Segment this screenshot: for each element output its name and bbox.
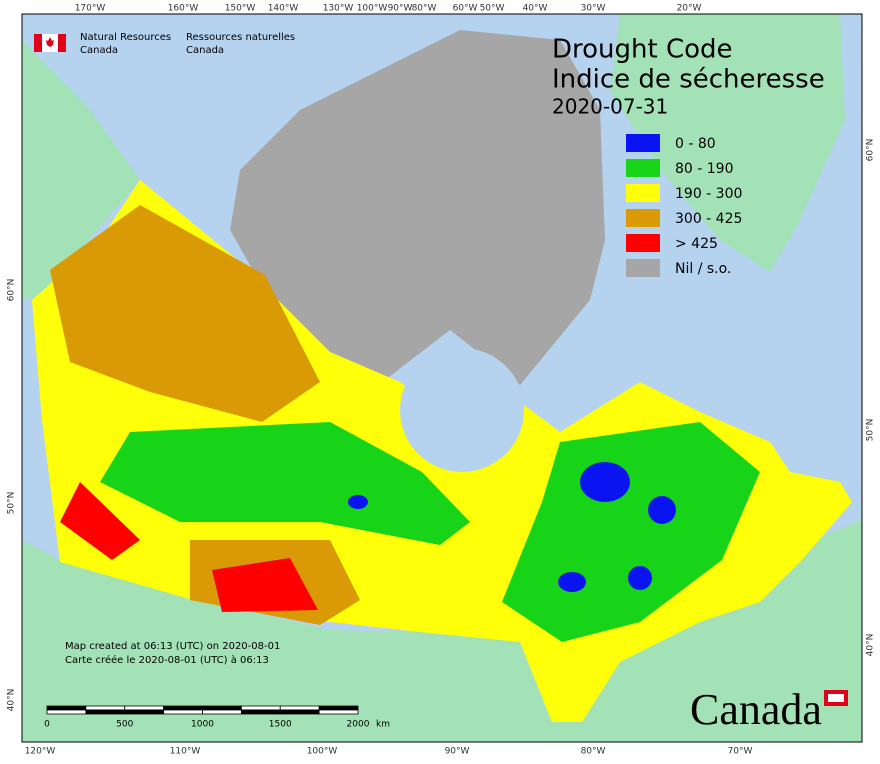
flag-band [34,34,42,52]
legend-label: 0 - 80 [675,136,716,152]
map-frame [21,13,863,743]
greenland-land [610,14,845,272]
org-fr: Canada [186,45,224,56]
longitude-label: 20°W [677,4,702,14]
legend-swatch [626,234,660,252]
flag-band [58,34,66,52]
note: Map created at 06:13 (UTC) on 2020-08-01 [65,641,280,652]
wordmark-flag [824,690,848,706]
latitude-label: 60°N [7,279,17,302]
hudson-bay [400,348,524,472]
latitude-label: 60°N [866,139,876,162]
scale-segment [240,705,281,711]
scale-label: 2000 [347,720,370,730]
scale-bar: 0 500 1000 1500 2000 km [44,705,390,730]
blue-zone [628,566,652,590]
scale-segment [240,709,281,715]
longitude-label: 30°W [581,4,606,14]
longitude-label: 150°W [225,4,256,14]
scale-segment [202,709,242,715]
longitude-label: 90°W [388,4,413,14]
legend-label: > 425 [675,236,718,252]
title: Indice de sécheresse [552,65,825,95]
blue-zone [558,572,586,592]
legend-label: 190 - 300 [675,186,742,202]
scale-segment [163,705,203,711]
scale-label: 500 [116,720,133,730]
scale-label: 0 [44,720,50,730]
agency-header: Natural Resources Canada Ressources natu… [34,32,295,56]
longitude-label: 40°W [523,4,548,14]
longitude-label: 170°W [75,4,106,14]
org-en: Natural Resources [80,32,171,43]
scale-segment [124,709,165,715]
alaska-land [22,40,140,300]
scale-unit: km [376,720,390,730]
scale-segment [318,705,359,711]
legend: 0 - 80 80 - 190 190 - 300 300 - 425 > 425 Nil… [626,134,742,277]
usa-land [22,520,862,742]
scale-segment [318,709,359,715]
latitude-label: 40°N [7,689,17,712]
longitude-label: 70°W [728,747,753,757]
longitude-label: 60°W [453,4,478,14]
map-body [21,13,863,743]
legend-swatch [626,259,660,277]
longitude-label: 80°W [412,4,437,14]
latitude-label: 40°N [866,634,876,657]
blue-zone [648,496,676,524]
scale-segment [85,709,126,715]
org-fr: Ressources naturelles [186,32,295,43]
legend-swatch [626,159,660,177]
scale-label: 1500 [269,720,292,730]
latitude-label: 50°N [7,492,17,515]
scale-segment [202,705,242,711]
legend-swatch [626,184,660,202]
longitude-label: 140°W [268,4,299,14]
legend-label: 80 - 190 [675,161,734,177]
longitude-label: 100°W [307,747,338,757]
red-zone-sask [212,558,318,612]
orange-zone-west [50,205,320,422]
note: Carte créée le 2020-08-01 (UTC) à 06:13 [65,654,269,666]
blue-zone [348,495,368,509]
longitude-label: 50°W [480,4,505,14]
legend-label: 300 - 425 [675,211,742,227]
scale-label: 1000 [191,720,214,730]
legend-label: Nil / s.o. [675,261,731,277]
longitude-label: 80°W [581,747,606,757]
wordmark: Canada [690,685,822,734]
scale-segment [124,705,165,711]
legend-swatch [626,209,660,227]
title: Drought Code [552,35,733,65]
latitude-label: 50°N [866,419,876,442]
blue-zone [580,462,630,502]
org-en: Canada [80,45,118,56]
scale-segment [46,705,87,711]
date: 2020-07-31 [552,95,668,119]
scale-segment [85,705,126,711]
scale-segment [46,709,87,715]
red-zone-bc [60,482,140,560]
green-zone-prairies [100,422,470,545]
longitude-label: 160°W [168,4,199,14]
scale-segment [279,705,320,711]
flag-leaf [46,37,54,47]
longitude-label: 120°W [25,747,56,757]
graticule-labels: 170°W 160°W 150°W 140°W 130°W 100°W 90°W 80°W 60… [7,4,876,757]
longitude-label: 90°W [445,747,470,757]
longitude-label: 130°W [323,4,354,14]
longitude-label: 100°W [357,4,388,14]
longitude-label: 110°W [170,747,201,757]
legend-swatch [626,134,660,152]
scale-segment [163,709,203,715]
scale-segment [279,709,320,715]
arctic-no-data [230,30,605,385]
